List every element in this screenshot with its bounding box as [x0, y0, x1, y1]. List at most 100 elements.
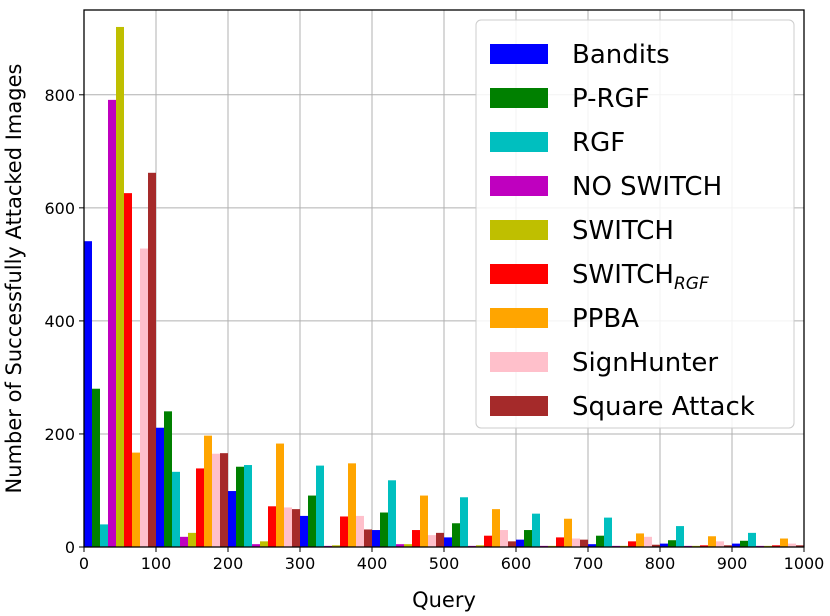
bar [500, 530, 508, 547]
bar [332, 545, 340, 547]
legend-label: RGF [572, 128, 625, 158]
legend-swatch [490, 264, 548, 284]
bar [532, 513, 540, 547]
bar [220, 453, 228, 547]
bar [636, 533, 644, 547]
bar [556, 537, 564, 547]
legend-label: SWITCH [572, 216, 674, 246]
bar [132, 452, 140, 547]
y-tick-label: 200 [44, 425, 75, 444]
bar [92, 388, 100, 547]
bar [660, 543, 668, 547]
legend-swatch [490, 44, 548, 64]
y-tick-label: 0 [65, 538, 75, 557]
bar [772, 545, 780, 547]
bar [268, 506, 276, 547]
legend-swatch [490, 88, 548, 108]
bar [276, 443, 284, 547]
bar [796, 545, 804, 547]
bar [460, 497, 468, 547]
bar [172, 471, 180, 547]
x-tick-label: 900 [717, 554, 748, 573]
x-tick-label: 100 [141, 554, 172, 573]
bar [484, 535, 492, 547]
legend-label: Square Attack [572, 392, 755, 422]
bar [380, 512, 388, 547]
bar [668, 540, 676, 547]
legend-swatch [490, 132, 548, 152]
bar [356, 515, 364, 547]
bar [572, 538, 580, 547]
bar [148, 172, 156, 548]
x-tick-label: 300 [285, 554, 316, 573]
bar [252, 544, 260, 547]
legend-box [475, 19, 795, 429]
x-tick-label: 600 [501, 554, 532, 573]
bars [84, 26, 804, 548]
bar [84, 241, 92, 547]
bar [164, 411, 172, 547]
bar [388, 480, 396, 547]
legend-swatch [490, 396, 548, 416]
bar [604, 517, 612, 547]
bar [700, 545, 708, 547]
legend-label: Bandits [572, 40, 670, 70]
bar [292, 509, 300, 547]
legend-swatch [490, 308, 548, 328]
bar [244, 465, 252, 547]
bar [716, 541, 724, 547]
bar [708, 536, 716, 547]
bar [596, 535, 604, 547]
bar [396, 544, 404, 547]
x-tick-label: 800 [645, 554, 676, 573]
bar [260, 541, 268, 547]
bar [652, 544, 660, 547]
bar [476, 545, 484, 547]
y-tick-label: 600 [44, 199, 75, 218]
bar [364, 529, 372, 547]
legend-label: PPBA [572, 304, 639, 334]
bar [780, 538, 788, 547]
bar [412, 530, 420, 547]
legend-label: SWITCHRGF [572, 260, 709, 294]
x-tick-label: 200 [213, 554, 244, 573]
bar [108, 99, 116, 548]
bar [788, 543, 796, 547]
bar [236, 466, 244, 547]
bar [212, 453, 220, 547]
legend-label: SignHunter [572, 348, 718, 378]
bar [508, 541, 516, 547]
bar [644, 536, 652, 547]
legend-swatch [490, 220, 548, 240]
bar [196, 468, 204, 547]
bar [748, 532, 756, 547]
bar [116, 26, 124, 548]
ticks: 0 100 200 300 400 500 600 700 800 900 1000 0 200 400 6… [44, 86, 824, 573]
bar [140, 248, 148, 547]
bar [724, 545, 732, 547]
x-tick-label: 700 [573, 554, 604, 573]
x-tick-label: 500 [429, 554, 460, 573]
bar [444, 537, 452, 547]
x-axis-title: Query [412, 588, 476, 612]
bar [404, 544, 412, 547]
y-tick-label: 800 [44, 86, 75, 105]
bar [420, 495, 428, 547]
bar [284, 507, 292, 547]
bar [732, 543, 740, 547]
bar [524, 530, 532, 547]
bar [180, 536, 188, 547]
x-tick-label: 1000 [784, 554, 825, 573]
bar [308, 495, 316, 547]
bar [436, 532, 444, 547]
bar [564, 518, 572, 547]
bar [588, 544, 596, 547]
bar [188, 532, 196, 547]
legend-label: NO SWITCH [572, 172, 722, 202]
bar [516, 539, 524, 547]
bar [300, 515, 308, 547]
bar [340, 516, 348, 547]
x-tick-label: 0 [79, 554, 89, 573]
bar [452, 523, 460, 547]
y-axis-title: Number of Successfully Attacked Images [2, 64, 26, 494]
